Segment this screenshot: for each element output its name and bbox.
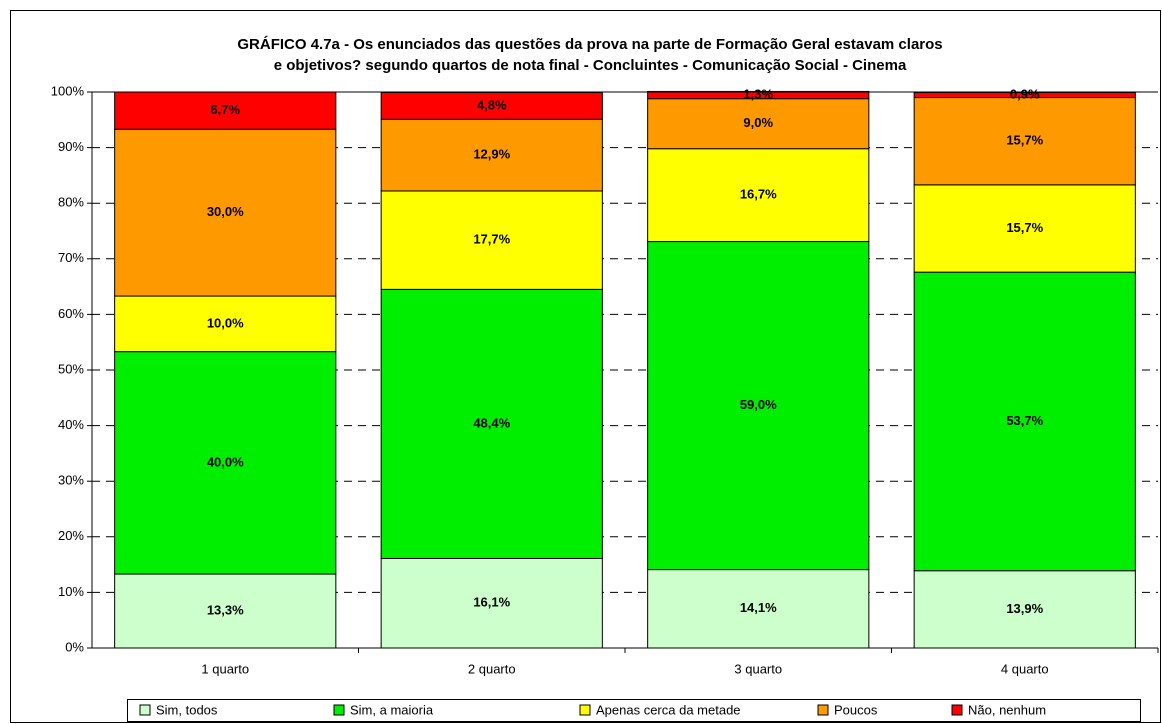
data-label: 1,3%: [743, 86, 773, 101]
data-label: 13,9%: [1006, 601, 1043, 616]
legend-box: [127, 699, 1141, 722]
legend-label: Poucos: [834, 702, 878, 717]
y-tick-label: 70%: [58, 250, 84, 265]
bar-segment: [913, 92, 1136, 99]
bar-segment: [913, 271, 1136, 572]
data-label: 6,7%: [210, 102, 240, 117]
data-label: 30,0%: [207, 204, 244, 219]
data-label: 12,9%: [473, 147, 510, 162]
y-tick-label: 10%: [58, 584, 84, 599]
y-tick-label: 0%: [65, 639, 84, 654]
y-tick-label: 20%: [58, 528, 84, 543]
legend-swatch: [333, 704, 345, 716]
bar-segment: [647, 148, 870, 243]
bar-segment: [380, 288, 603, 559]
bar-segment: [380, 557, 603, 649]
y-tick-label: 30%: [58, 473, 84, 488]
data-label: 16,1%: [473, 595, 510, 610]
data-label: 0,9%: [1010, 86, 1040, 101]
chart-title: GRÁFICO 4.7a - Os enunciados das questõe…: [237, 36, 942, 53]
data-label: 53,7%: [1006, 413, 1043, 428]
chart-title: e objetivos? segundo quartos de nota fin…: [274, 57, 907, 74]
data-label: 14,1%: [740, 600, 777, 615]
data-label: 16,7%: [740, 187, 777, 202]
bar-segment: [913, 97, 1136, 186]
data-label: 17,7%: [473, 232, 510, 247]
legend-swatch: [951, 704, 963, 716]
bar-segment: [114, 573, 337, 649]
legend-label: Sim, a maioria: [350, 702, 434, 717]
y-tick-label: 90%: [58, 139, 84, 154]
bar-segment: [114, 351, 337, 575]
bar-segment: [114, 128, 337, 297]
legend-label: Não, nenhum: [968, 702, 1046, 717]
bar-segment: [647, 569, 870, 649]
data-label: 10,0%: [207, 315, 244, 330]
x-tick-label: 4 quarto: [1001, 661, 1049, 676]
x-tick-label: 3 quarto: [734, 661, 782, 676]
data-label: 13,3%: [207, 602, 244, 617]
y-tick-label: 100%: [51, 83, 85, 98]
x-tick-label: 1 quarto: [201, 661, 249, 676]
data-label: 48,4%: [473, 415, 510, 430]
legend-swatch: [579, 704, 591, 716]
legend-label: Apenas cerca da metade: [596, 702, 741, 717]
data-label: 15,7%: [1006, 133, 1043, 148]
y-tick-label: 80%: [58, 195, 84, 210]
data-label: 9,0%: [743, 115, 773, 130]
y-tick-label: 50%: [58, 361, 84, 376]
data-label: 4,8%: [477, 97, 507, 112]
legend-label: Sim, todos: [156, 702, 218, 717]
data-label: 15,7%: [1006, 220, 1043, 235]
data-label: 40,0%: [207, 454, 244, 469]
bar-segment: [647, 90, 870, 100]
y-tick-label: 60%: [58, 306, 84, 321]
bar-segment: [114, 295, 337, 353]
legend-swatch: [817, 704, 829, 716]
bar-segment: [647, 98, 870, 150]
bar-segment: [114, 91, 337, 130]
bar-segment: [913, 184, 1136, 273]
legend-swatch: [139, 704, 151, 716]
x-tick-label: 2 quarto: [468, 661, 516, 676]
bar-segment: [380, 190, 603, 290]
bar-segment: [913, 570, 1136, 649]
bar-segment: [380, 92, 603, 120]
bar-segment: [380, 118, 603, 192]
y-tick-label: 40%: [58, 417, 84, 432]
bar-segment: [647, 241, 870, 571]
data-label: 59,0%: [740, 397, 777, 412]
